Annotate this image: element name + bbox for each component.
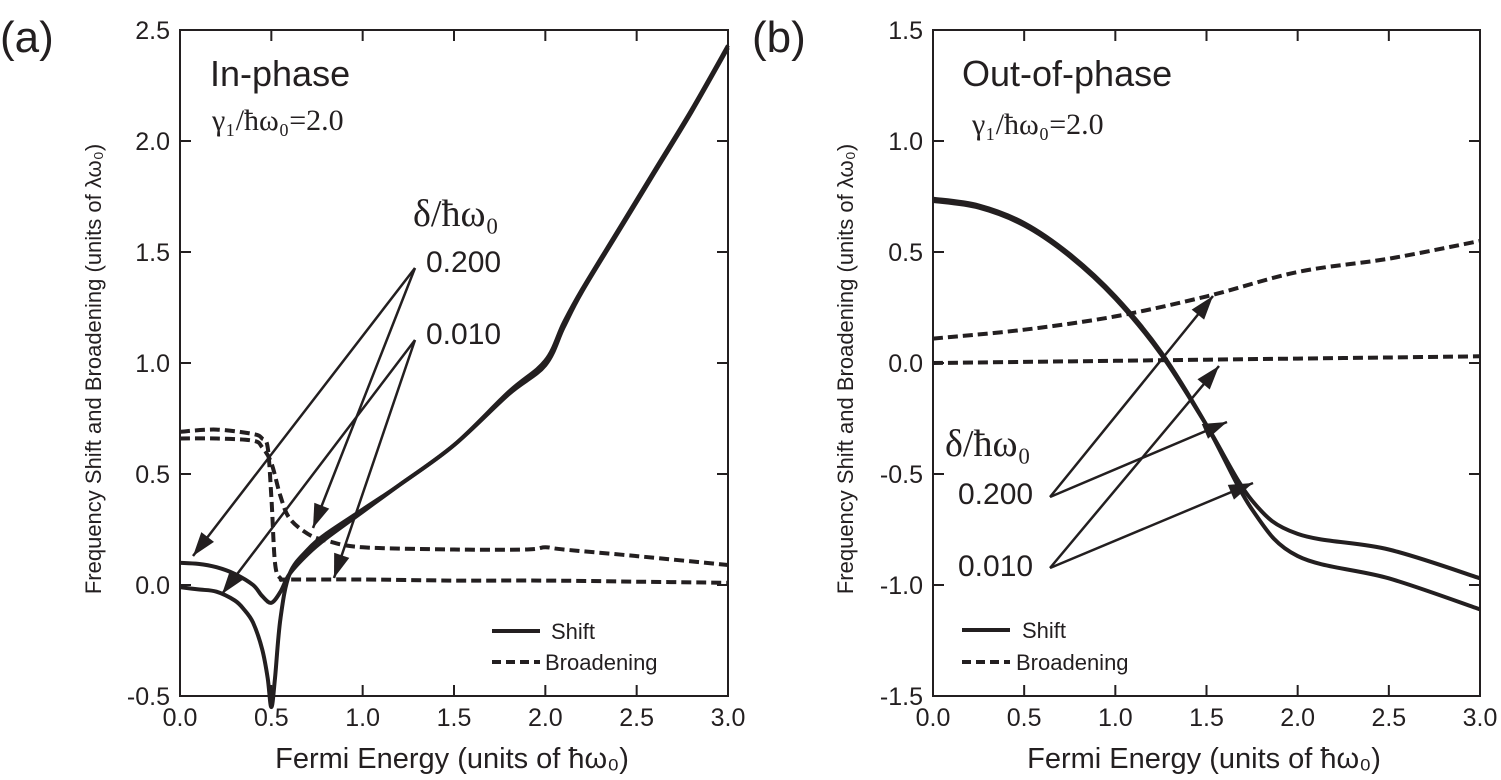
panel-b-delta-heading: δ/ħω₀ [945, 423, 1031, 465]
panel-a-shift-line-delta-0_010 [179, 46, 730, 710]
panel-b-frame [932, 29, 1481, 697]
x-tick-label: 1.0 [345, 704, 380, 732]
panel-a-broadening-line-delta-0_200 [179, 436, 729, 567]
panel-a-tag: (a) [0, 13, 54, 62]
panel-a-broadening-line-delta-0_010 [179, 427, 729, 585]
panel-a-frame [179, 29, 729, 697]
panel-a-parameter: γ₁/ħω₀=2.0 [211, 104, 344, 137]
arrow-0200-to-broadening [311, 267, 417, 529]
x-tick-label: 2.5 [1371, 704, 1406, 732]
panel-a-delta-heading: δ/ħω₀ [413, 193, 499, 235]
x-tick-label: 0.0 [163, 704, 198, 732]
panel-b-y-axis-title: Frequency Shift and Broadening (units of… [833, 144, 858, 594]
arrow-0010-to-broadening [1049, 365, 1220, 569]
y-tick-label: -1.0 [880, 572, 923, 600]
panel-b-delta-value-0010: 0.010 [958, 550, 1033, 583]
panel-b-broadening-line-delta-0_200 [932, 238, 1481, 341]
y-tick-label: -0.5 [880, 461, 923, 489]
panel-a: (a) Frequency Shift and Broadening (unit… [0, 13, 745, 775]
x-tick-label: 0.0 [916, 704, 951, 732]
panel-b-legend: Shift Broadening [962, 618, 1129, 675]
arrow-0200-to-shift-head [1201, 422, 1227, 439]
y-tick-label: 1.5 [888, 17, 923, 45]
arrow-0010-to-broadening-head [1197, 366, 1219, 390]
panel-b-delta-value-0200: 0.200 [958, 478, 1033, 511]
x-tick-label: 1.5 [1189, 704, 1224, 732]
y-tick-label: 1.5 [135, 239, 170, 267]
legend-broadening-label: Broadening [1016, 650, 1129, 675]
y-tick-label: 0.0 [888, 350, 923, 378]
x-tick-label: 3.0 [1463, 704, 1498, 732]
panel-b-tag: (b) [752, 13, 806, 62]
arrow-0010-to-shift-head [1227, 483, 1253, 500]
y-tick-label: 1.0 [135, 350, 170, 378]
arrow-0200-to-broadening-head [313, 502, 330, 528]
arrow-0010-to-shift [1049, 481, 1254, 570]
y-tick-label: 0.5 [135, 461, 170, 489]
x-tick-label: 2.5 [619, 704, 654, 732]
x-tick-label: 2.0 [528, 704, 563, 732]
legend-broadening-label: Broadening [545, 650, 658, 675]
arrow-0200-to-shift-head [193, 532, 214, 556]
legend-shift-label: Shift [1022, 618, 1066, 643]
x-tick-label: 1.0 [1098, 704, 1133, 732]
panel-b-parameter: γ₁/ħω₀=2.0 [971, 108, 1104, 141]
panel-a-x-axis-title: Fermi Energy (units of ħω₀) [275, 743, 629, 775]
arrow-0200-to-shift [192, 267, 416, 557]
y-tick-label: 2.5 [135, 17, 170, 45]
panel-a-title: In-phase [210, 53, 350, 94]
panel-a-y-axis-title: Frequency Shift and Broadening (units of… [81, 144, 106, 594]
panel-a-delta-value-0010: 0.010 [426, 318, 501, 351]
arrow-0010-to-broadening-head [334, 552, 350, 578]
x-tick-label: 1.5 [437, 704, 472, 732]
legend-shift-label: Shift [551, 619, 595, 644]
y-tick-label: 0.0 [135, 572, 170, 600]
x-tick-label: 0.5 [1007, 704, 1042, 732]
panel-b-x-axis-title: Fermi Energy (units of ħω₀) [1027, 743, 1381, 775]
panel-b: (b) Frequency Shift and Broadening (unit… [752, 13, 1497, 775]
x-tick-label: 3.0 [711, 704, 746, 732]
y-tick-label: 0.5 [888, 239, 923, 267]
arrow-0010-to-broadening [332, 339, 417, 579]
x-tick-label: 2.0 [1280, 704, 1315, 732]
y-tick-label: 1.0 [888, 128, 923, 156]
y-tick-label: -1.5 [880, 683, 923, 711]
panel-b-title: Out-of-phase [962, 53, 1172, 94]
arrow-0010-to-shift [221, 339, 416, 595]
arrow-0200-to-broadening [1049, 295, 1214, 498]
panel-b-shift-line-delta-0_010 [932, 196, 1481, 612]
y-tick-label: -0.5 [127, 683, 170, 711]
panel-a-legend: Shift Broadening [492, 619, 658, 675]
arrow-0010-to-shift-head [222, 570, 243, 594]
y-tick-label: 2.0 [135, 128, 170, 156]
panel-a-delta-value-0200: 0.200 [426, 246, 501, 279]
arrow-0200-to-shift [1049, 420, 1228, 499]
arrow-0200-to-broadening-head [1191, 296, 1213, 320]
panel-b-broadening-line-delta-0_010 [932, 354, 1481, 365]
